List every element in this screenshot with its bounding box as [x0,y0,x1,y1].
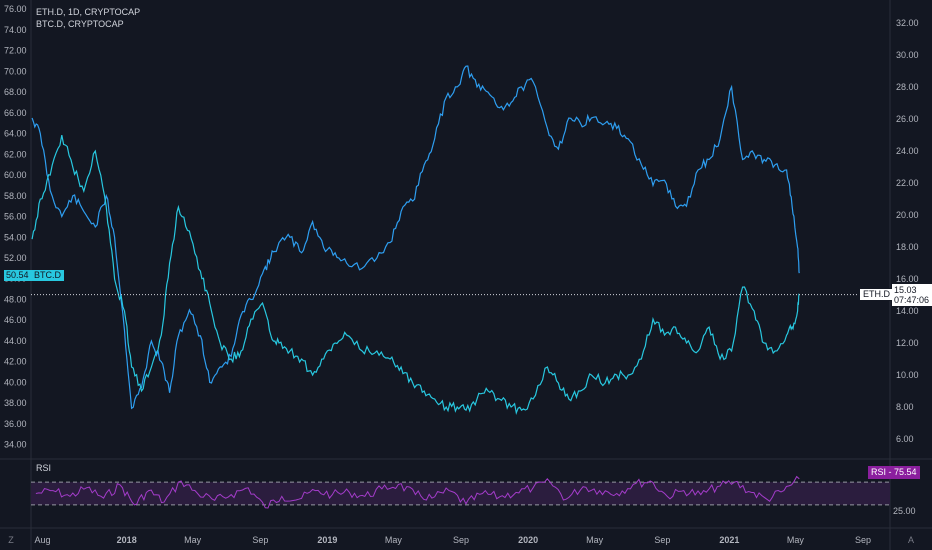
right-axis-tick: 32.00 [896,18,919,28]
x-axis-tick: 2019 [317,535,337,545]
x-axis-tick: 2018 [117,535,137,545]
right-axis-tick: 26.00 [896,114,919,124]
left-axis-tick: 54.00 [4,232,27,242]
x-axis-tick: May [385,535,403,545]
left-axis-tick: 72.00 [4,46,27,56]
x-axis-tick: Sep [855,535,871,545]
left-axis-tick: 62.00 [4,149,27,159]
left-axis-tick: 44.00 [4,336,27,346]
x-axis-tick: Aug [35,535,51,545]
left-axis-tick: 74.00 [4,25,27,35]
x-axis-tick: Sep [252,535,268,545]
left-axis-tick: 70.00 [4,66,27,76]
right-axis-tick: 30.00 [896,50,919,60]
left-axis-tick: 66.00 [4,108,27,118]
rsi-tag-separator: - [888,467,895,477]
rsi-level-label: 25.00 [893,506,916,516]
eth-value: 15.03 [894,285,917,295]
right-axis-tick: 12.00 [896,338,919,348]
right-axis-tick: 28.00 [896,82,919,92]
left-axis-tick: 38.00 [4,398,27,408]
x-axis-tick: May [586,535,604,545]
legend-btc[interactable]: BTC.D, CRYPTOCAP [36,19,124,29]
left-axis-tick: 52.00 [4,253,27,263]
left-axis-tick: 46.00 [4,315,27,325]
left-axis-tick: 36.00 [4,419,27,429]
x-axis-tick: 2020 [518,535,538,545]
bar-countdown: 07:47:06 [894,295,930,305]
rsi-line [35,475,800,509]
x-axis-tick: Sep [654,535,670,545]
left-axis-tick: 56.00 [4,212,27,222]
left-axis-tick: 68.00 [4,87,27,97]
rsi-band [31,482,890,505]
left-axis-tick: 42.00 [4,357,27,367]
left-axis-tick: 64.00 [4,129,27,139]
btc-value-tag: 50.54 [4,270,31,281]
eth-name-tag: ETH.D [859,288,894,301]
left-axis-tick: 76.00 [4,4,27,14]
zoom-reset-button[interactable]: Z [8,535,14,545]
legend: ETH.D, 1D, CRYPTOCAP BTC.D, CRYPTOCAP [36,6,140,30]
left-axis-tick: 34.00 [4,440,27,450]
left-axis-tick: 48.00 [4,294,27,304]
left-axis-tick: 58.00 [4,191,27,201]
left-axis-tick: 60.00 [4,170,27,180]
right-axis-tick: 16.00 [896,274,919,284]
right-axis-tick: 24.00 [896,146,919,156]
right-axis-tick: 22.00 [896,178,919,188]
left-axis-tick: 40.00 [4,377,27,387]
auto-scale-button[interactable]: A [907,535,914,545]
eth-dominance-line [31,134,800,415]
x-axis-tick: 2021 [719,535,739,545]
x-axis-tick: Sep [453,535,469,545]
btc-dominance-line [31,65,800,410]
right-axis-tick: 18.00 [896,242,919,252]
right-axis-tick: 20.00 [896,210,919,220]
right-axis-tick: 6.00 [896,434,914,444]
rsi-tag: RSI - 75.54 [868,466,920,479]
rsi-title[interactable]: RSI [36,463,52,473]
eth-price-tag: 15.03 07:47:06 [892,284,932,306]
legend-eth[interactable]: ETH.D, 1D, CRYPTOCAP [36,7,141,17]
btc-name-tag: BTC.D [31,270,64,281]
rsi-tag-value: 75.54 [894,467,917,477]
right-axis-tick: 14.00 [896,306,919,316]
right-axis-tick: 10.00 [896,370,919,380]
x-axis-tick: May [787,535,805,545]
x-axis-tick: May [184,535,202,545]
right-axis-tick: 8.00 [896,402,914,412]
rsi-tag-label: RSI [871,467,887,477]
